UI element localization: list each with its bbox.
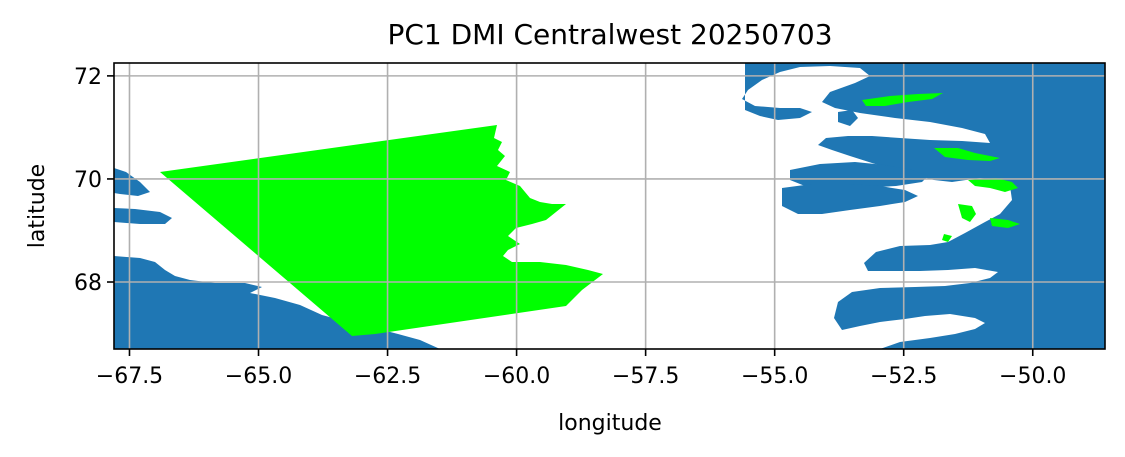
data-swath-fjord-1 [862, 93, 943, 106]
data-swath-fjord-5 [990, 218, 1020, 228]
y-tick-label: 68 [74, 271, 102, 296]
y-tick-label: 72 [74, 65, 102, 90]
x-axis-label: longitude [558, 411, 662, 436]
x-tick-label: −67.5 [96, 364, 163, 389]
x-tick-label: −55.0 [741, 364, 808, 389]
land-greenland-ice-sheet [742, 63, 1105, 349]
data-swath-fjord-4 [958, 204, 976, 222]
plot-area [114, 63, 1105, 349]
x-tick-label: −62.5 [354, 364, 421, 389]
data-swath-fjord-6 [942, 234, 952, 242]
y-tick-label: 70 [74, 168, 102, 193]
x-tick-label: −60.0 [483, 364, 550, 389]
land-island-small-1 [838, 110, 858, 126]
data-swath-fjord-2 [934, 148, 1000, 161]
y-axis-label: latitude [25, 164, 50, 248]
x-tick-label: −52.5 [870, 364, 937, 389]
data-swath-fjord-3 [968, 178, 1018, 192]
land-nuussuaq-peninsula [782, 184, 918, 214]
land-baffin-north [114, 168, 150, 196]
y-axis-ticks: 68 70 72 [74, 65, 114, 296]
plot-frame [113, 62, 1106, 350]
x-tick-label: −50.0 [999, 364, 1066, 389]
x-tick-label: −57.5 [612, 364, 679, 389]
map-title: PC1 DMI Centralwest 20250703 [387, 18, 832, 51]
data-swath-main [160, 125, 603, 336]
x-tick-label: −65.0 [225, 364, 292, 389]
gridlines [114, 63, 1105, 349]
land-baffin-cape [114, 208, 172, 224]
land-disko-island [790, 162, 928, 188]
x-axis-ticks: −67.5 −65.0 −62.5 −60.0 −57.5 −55.0 −52.5 −50.0 [96, 349, 1066, 389]
